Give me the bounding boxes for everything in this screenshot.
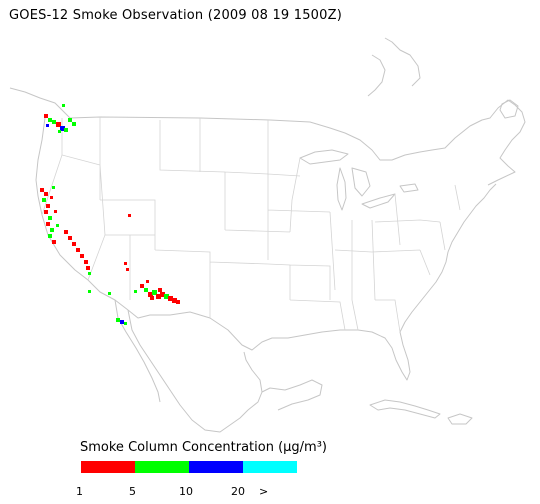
smoke-pixel	[48, 216, 52, 220]
smoke-pixel	[158, 288, 162, 292]
smoke-pixel	[172, 298, 177, 303]
smoke-pixel	[76, 248, 80, 252]
smoke-pixel	[160, 292, 165, 297]
smoke-pixel	[86, 266, 90, 270]
cuba-outline	[369, 399, 441, 419]
lake-erie	[361, 193, 396, 209]
lake-huron	[351, 167, 371, 197]
smoke-pixel	[120, 320, 124, 324]
hudson-outline	[367, 54, 386, 97]
state-lines	[41, 117, 461, 333]
smoke-pixel	[72, 242, 76, 246]
smoke-pixel	[64, 128, 68, 132]
smoke-pixel	[156, 294, 161, 299]
smoke-pixel	[124, 262, 127, 265]
smoke-pixel	[134, 290, 137, 293]
smoke-pixel	[140, 284, 144, 288]
smoke-pixel	[72, 122, 76, 126]
yucatan-outline	[261, 379, 323, 411]
legend-swatch-2	[135, 461, 189, 473]
legend-title: Smoke Column Concentration (µg/m³)	[80, 440, 327, 455]
smoke-pixel	[52, 186, 55, 189]
smoke-pixel	[56, 224, 59, 227]
smoke-pixel	[58, 130, 61, 133]
legend-tick-10: 10	[179, 485, 193, 498]
legend-tick-greater: >	[259, 485, 269, 498]
smoke-pixel	[146, 280, 149, 283]
smoke-pixel	[50, 228, 54, 232]
lake-ontario	[399, 183, 419, 193]
newfoundland-outline	[499, 99, 519, 119]
smoke-pixel	[60, 126, 65, 131]
legend-swatch-3	[189, 461, 243, 473]
legend-tick-1: 1	[76, 485, 83, 498]
smoke-pixel	[40, 188, 44, 192]
smoke-pixel	[62, 104, 65, 107]
coastline-north	[9, 87, 526, 186]
smoke-pixel	[116, 318, 120, 322]
smoke-pixel	[54, 210, 57, 213]
smoke-pixel	[46, 124, 49, 127]
smoke-pixel	[108, 292, 111, 295]
smoke-pixel	[124, 322, 127, 325]
smoke-pixel	[50, 196, 53, 199]
lake-michigan	[336, 167, 347, 211]
mexico-outline	[114, 299, 263, 433]
us-outline	[35, 117, 497, 381]
smoke-pixel	[176, 300, 180, 304]
smoke-pixel	[48, 234, 52, 238]
legend-tick-20: 20	[231, 485, 245, 498]
legend-tick-5: 5	[129, 485, 136, 498]
smoke-pixel	[48, 118, 52, 122]
smoke-pixel	[84, 260, 88, 264]
smoke-pixel	[52, 120, 56, 124]
smoke-pixel	[68, 118, 72, 122]
lake-superior	[299, 149, 349, 165]
smoke-pixel	[68, 236, 72, 240]
smoke-pixel	[144, 288, 148, 292]
smoke-pixel	[126, 268, 129, 271]
smoke-pixel	[44, 192, 48, 196]
labrador-outline	[384, 37, 421, 87]
smoke-pixel	[52, 240, 56, 244]
smoke-pixel	[150, 296, 154, 300]
smoke-pixel	[46, 222, 50, 226]
map-title: GOES-12 Smoke Observation (2009 08 19 15…	[9, 8, 342, 23]
smoke-pixel	[152, 290, 157, 295]
smoke-pixel	[148, 292, 153, 297]
smoke-plumes	[40, 104, 180, 325]
smoke-pixel	[128, 214, 131, 217]
smoke-pixel	[44, 210, 48, 214]
smoke-pixel	[44, 114, 48, 118]
legend-swatch-1	[81, 461, 135, 473]
smoke-pixel	[80, 254, 84, 258]
legend-swatch-4	[243, 461, 297, 473]
smoke-pixel	[46, 204, 50, 208]
hispaniola-outline	[447, 413, 473, 425]
smoke-pixel	[88, 272, 91, 275]
smoke-pixel	[64, 230, 68, 234]
smoke-pixel	[168, 296, 173, 301]
legend-color-bar	[81, 461, 297, 473]
smoke-pixel	[164, 294, 169, 299]
smoke-pixel	[56, 122, 61, 127]
smoke-pixel	[42, 198, 46, 202]
smoke-pixel	[88, 290, 91, 293]
